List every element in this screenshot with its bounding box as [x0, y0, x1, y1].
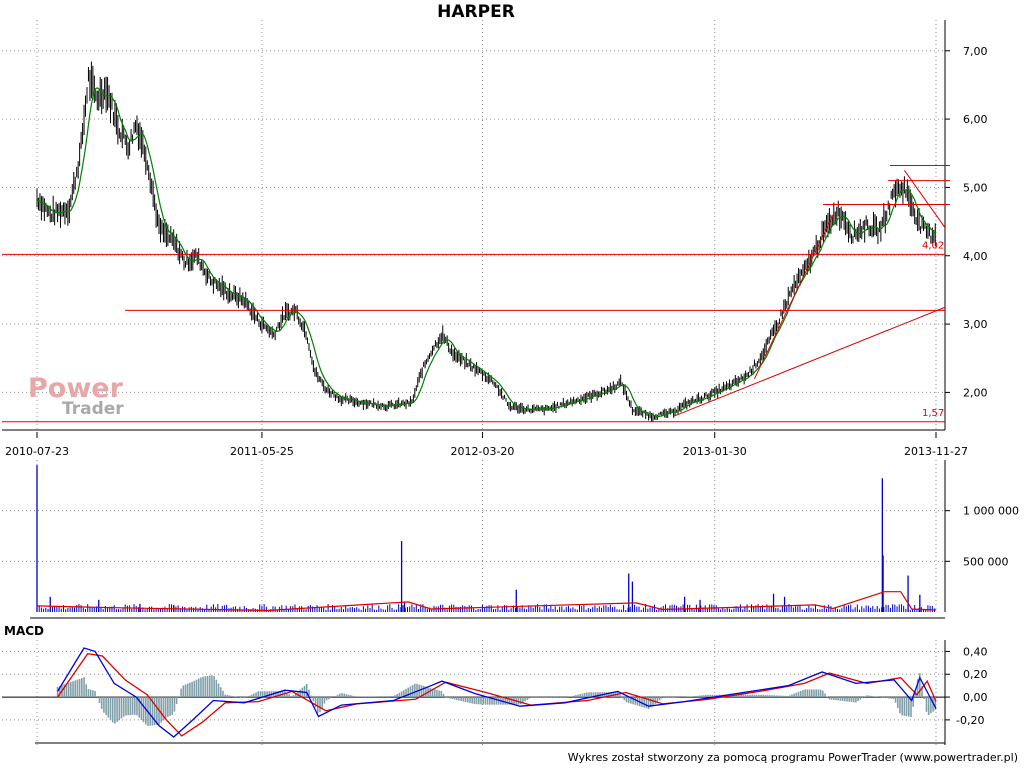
y-tick-label: 6,00	[963, 113, 988, 126]
level-label: 1,57	[922, 408, 944, 419]
macd-line	[57, 647, 937, 738]
x-tick-label: 2012-03-20	[450, 445, 514, 458]
level-label: 4,02	[922, 240, 944, 251]
y-tick-label: 0,20	[963, 668, 988, 681]
y-tick-label: 4,00	[963, 250, 988, 263]
chart-title: HARPER	[437, 2, 515, 22]
trend-line	[673, 306, 946, 417]
x-tick-label: 2011-05-25	[230, 445, 294, 458]
y-tick-label: 5,00	[963, 181, 988, 194]
volume-average-line	[36, 591, 937, 612]
y-tick-label: -0,20	[956, 714, 984, 727]
y-tick-label: 1 000 000	[963, 505, 1019, 518]
price-bars	[36, 61, 936, 423]
y-tick-label: 0,00	[963, 691, 988, 704]
macd-histogram	[56, 673, 937, 726]
macd-label: MACD	[4, 624, 44, 638]
trend-line	[753, 214, 834, 379]
y-tick-label: 2,00	[963, 386, 988, 399]
watermark-trader: Trader	[62, 399, 124, 419]
y-tick-label: 7,00	[963, 45, 988, 58]
y-tick-label: 0,40	[963, 645, 988, 658]
y-tick-label: 3,00	[963, 318, 988, 331]
x-tick-label: 2010-07-23	[5, 445, 69, 458]
footer-credit: Wykres został stworzony za pomocą progra…	[567, 751, 1018, 764]
y-tick-label: 500 000	[963, 555, 1009, 568]
watermark-power: Power	[28, 373, 124, 404]
moving-average-line	[36, 87, 936, 418]
x-tick-label: 2013-11-27	[904, 445, 968, 458]
trend-line	[903, 170, 946, 229]
x-tick-label: 2013-01-30	[683, 445, 747, 458]
